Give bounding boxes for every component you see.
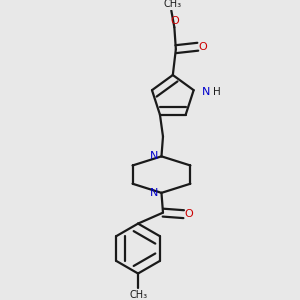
Text: O: O <box>185 209 194 219</box>
Text: O: O <box>170 16 179 26</box>
Text: CH₃: CH₃ <box>130 290 148 300</box>
Text: H: H <box>213 87 221 97</box>
Text: CH₃: CH₃ <box>164 0 182 9</box>
Text: O: O <box>199 42 208 52</box>
Text: N: N <box>150 188 158 198</box>
Text: N: N <box>150 151 158 161</box>
Text: N: N <box>202 87 211 97</box>
